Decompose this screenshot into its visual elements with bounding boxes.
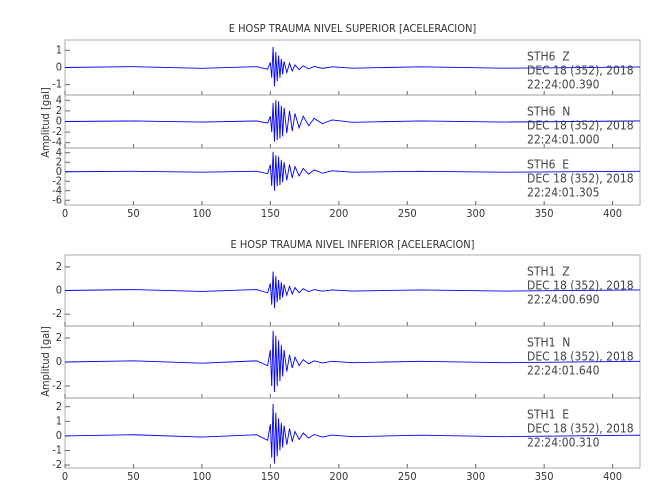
y-tick-label: 0 xyxy=(56,165,62,178)
station-station: STH6 E xyxy=(527,158,569,172)
x-tick-label: 250 xyxy=(398,207,417,220)
x-tick-label: 350 xyxy=(535,207,554,220)
station-time: 22:24:00.310 xyxy=(527,436,600,450)
x-tick-label: 400 xyxy=(603,207,622,220)
y-tick-label: 0 xyxy=(56,61,62,74)
station-time: 22:24:01.305 xyxy=(527,186,600,200)
y-tick-label: -2 xyxy=(52,307,62,320)
y-tick-label: 4 xyxy=(56,93,62,106)
station-time: 22:24:00.390 xyxy=(527,78,600,92)
y-tick-label: 4 xyxy=(56,146,62,159)
y-axis-label: Amplitud [gal] xyxy=(39,87,52,158)
x-tick-label: 150 xyxy=(261,470,280,483)
station-date: DEC 18 (352), 2018 xyxy=(527,350,634,364)
waveform xyxy=(64,46,641,87)
station-time: 22:24:00.690 xyxy=(527,293,600,307)
y-tick-label: 2 xyxy=(56,400,62,413)
x-tick-label: 350 xyxy=(535,470,554,483)
y-tick-label: 0 xyxy=(56,284,62,297)
y-tick-label: 2 xyxy=(56,260,62,273)
station-date: DEC 18 (352), 2018 xyxy=(527,119,634,133)
y-tick-label: -2 xyxy=(52,174,62,187)
station-station: STH1 E xyxy=(527,408,569,422)
chart-title: E HOSP TRAUMA NIVEL SUPERIOR [ACELERACIO… xyxy=(229,22,477,35)
station-station: STH1 N xyxy=(527,336,570,350)
waveform xyxy=(64,271,641,309)
station-time: 22:24:01.000 xyxy=(527,133,600,147)
x-tick-label: 300 xyxy=(466,470,485,483)
y-tick-label: -1 xyxy=(52,444,62,457)
waveform xyxy=(64,330,641,393)
x-tick-label: 0 xyxy=(62,470,68,483)
y-tick-label: 2 xyxy=(56,331,62,344)
x-tick-label: 100 xyxy=(192,470,211,483)
x-tick-label: 0 xyxy=(62,207,68,220)
station-station: STH1 Z xyxy=(527,265,570,279)
y-tick-label: 1 xyxy=(56,414,62,427)
station-date: DEC 18 (352), 2018 xyxy=(527,64,634,78)
x-tick-label: 300 xyxy=(466,207,485,220)
x-tick-label: 200 xyxy=(329,470,348,483)
x-tick-label: 250 xyxy=(398,470,417,483)
station-time: 22:24:01.640 xyxy=(527,364,600,378)
y-tick-label: -1 xyxy=(52,78,62,91)
y-tick-label: 1 xyxy=(56,43,62,56)
x-tick-label: 50 xyxy=(127,470,140,483)
waveform xyxy=(64,100,641,142)
x-tick-label: 150 xyxy=(261,207,280,220)
x-tick-label: 50 xyxy=(127,207,140,220)
panel-frame xyxy=(64,397,641,469)
y-tick-label: -2 xyxy=(52,125,62,138)
y-tick-label: 0 xyxy=(56,429,62,442)
y-tick-label: 0 xyxy=(56,115,62,128)
y-tick-label: -6 xyxy=(52,193,62,206)
waveform xyxy=(64,403,641,464)
y-tick-label: -2 xyxy=(52,379,62,392)
y-tick-label: 2 xyxy=(56,104,62,117)
y-tick-label: -4 xyxy=(52,136,62,149)
y-tick-label: 0 xyxy=(56,355,62,368)
y-tick-label: -2 xyxy=(52,458,62,471)
y-tick-label: -4 xyxy=(52,184,62,197)
x-tick-label: 400 xyxy=(603,470,622,483)
y-axis-label: Amplitud [gal] xyxy=(39,326,52,397)
station-station: STH6 Z xyxy=(527,50,570,64)
panel-frame xyxy=(64,147,641,206)
station-date: DEC 18 (352), 2018 xyxy=(527,422,634,436)
station-date: DEC 18 (352), 2018 xyxy=(527,279,634,293)
station-station: STH6 N xyxy=(527,105,570,119)
station-date: DEC 18 (352), 2018 xyxy=(527,172,634,186)
x-tick-label: 100 xyxy=(192,207,211,220)
y-tick-label: 2 xyxy=(56,155,62,168)
x-tick-label: 200 xyxy=(329,207,348,220)
waveform xyxy=(64,151,641,191)
chart-title: E HOSP TRAUMA NIVEL INFERIOR [ACELERACIO… xyxy=(230,238,474,251)
